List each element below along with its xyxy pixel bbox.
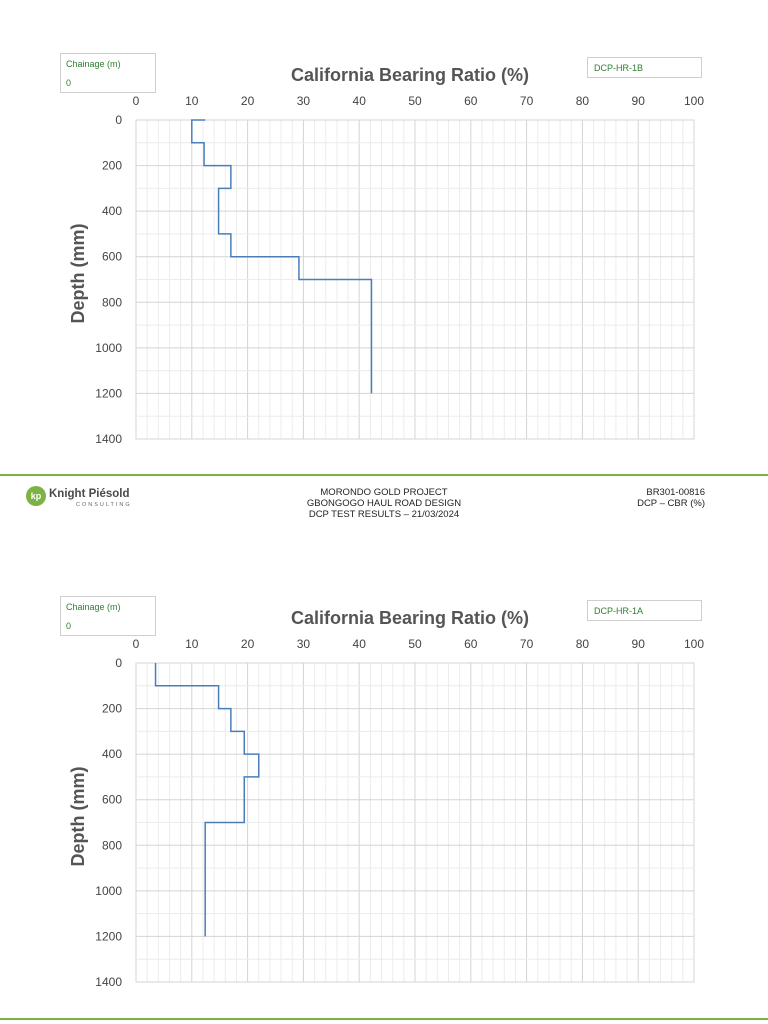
chainage-value: 0: [66, 78, 72, 88]
y-tick-label: 1000: [95, 341, 122, 355]
x-tick-label: 50: [408, 94, 422, 108]
y-tick-label: 400: [102, 747, 122, 761]
y-tick-label: 600: [102, 250, 122, 264]
y-tick-label: 400: [102, 204, 122, 218]
y-tick-label: 0: [115, 113, 122, 127]
footer-divider: [0, 474, 768, 476]
document-subject: DCP – CBR (%): [637, 498, 705, 509]
x-tick-label: 80: [576, 637, 590, 651]
x-tick-label: 30: [297, 637, 311, 651]
document-number: BR301-00816: [646, 487, 705, 498]
y-axis-label: Depth (mm): [68, 767, 88, 867]
chart-title: California Bearing Ratio (%): [291, 608, 529, 628]
x-tick-label: 40: [353, 637, 367, 651]
chart-title: California Bearing Ratio (%): [291, 65, 529, 85]
y-tick-label: 1400: [95, 432, 122, 446]
x-tick-label: 50: [408, 637, 422, 651]
project-info: MORONDO GOLD PROJECT GBONGOGO HAUL ROAD …: [234, 487, 534, 520]
project-line-2: GBONGOGO HAUL ROAD DESIGN: [306, 498, 462, 509]
x-tick-label: 80: [576, 94, 590, 108]
x-tick-label: 100: [684, 637, 704, 651]
x-tick-label: 70: [520, 94, 534, 108]
chainage-label: Chainage (m): [66, 59, 121, 69]
chainage-box: Chainage (m) 0: [60, 53, 156, 93]
x-tick-label: 30: [297, 94, 311, 108]
project-line-3: DCP TEST RESULTS – 21/03/2024: [308, 509, 460, 520]
y-tick-label: 1200: [95, 386, 122, 400]
x-tick-label: 10: [185, 637, 199, 651]
y-tick-label: 1000: [95, 884, 122, 898]
cbr-profile-line: [154, 663, 260, 937]
chart-panel-1: Chainage (m) 0 DCP-HR-1B 0 10 20 30 40 50 60 70…: [0, 0, 768, 446]
x-tick-label: 90: [632, 94, 646, 108]
y-tick-label: 800: [102, 838, 122, 852]
y-tick-label: 600: [102, 793, 122, 807]
test-id-box: DCP-HR-1A: [587, 600, 702, 621]
logo-subtitle: CONSULTING: [76, 502, 132, 508]
chart-panel-2: Chainage (m) 0 DCP-HR-1A 0 10 20 30 40 50 60 70…: [0, 543, 768, 989]
x-tick-label: 60: [464, 94, 478, 108]
test-id-box: DCP-HR-1B: [587, 57, 702, 78]
chainage-box: Chainage (m) 0: [60, 596, 156, 636]
x-tick-label: 20: [241, 94, 255, 108]
x-tick-label: 20: [241, 637, 255, 651]
y-tick-label: 1400: [95, 975, 122, 989]
x-tick-label: 10: [185, 94, 199, 108]
cbr-chart-1: 0 10 20 30 40 50 60 70 80 90 100020040060080010001…: [68, 65, 704, 446]
page-bottom-divider: [0, 1018, 768, 1020]
x-tick-label: 70: [520, 637, 534, 651]
y-tick-label: 0: [115, 656, 122, 670]
y-tick-label: 1200: [95, 929, 122, 943]
logo-name: Knight Piésold: [49, 488, 130, 500]
x-tick-label: 0: [133, 637, 140, 651]
x-tick-label: 40: [353, 94, 367, 108]
chainage-label: Chainage (m): [66, 602, 121, 612]
y-axis-label: Depth (mm): [68, 224, 88, 324]
document-info: BR301-00816 DCP – CBR (%): [637, 487, 705, 509]
kp-logo-icon: kp: [26, 486, 46, 506]
project-line-1: MORONDO GOLD PROJECT: [320, 487, 448, 498]
cbr-chart-2: 0 10 20 30 40 50 60 70 80 90 100020040060080010001…: [68, 608, 704, 989]
y-tick-label: 200: [102, 159, 122, 173]
y-tick-label: 800: [102, 295, 122, 309]
x-tick-label: 60: [464, 637, 478, 651]
y-tick-label: 200: [102, 702, 122, 716]
chainage-value: 0: [66, 621, 72, 631]
x-tick-label: 0: [133, 94, 140, 108]
cbr-profile-line: [191, 119, 373, 394]
x-tick-label: 90: [632, 637, 646, 651]
x-tick-label: 100: [684, 94, 704, 108]
